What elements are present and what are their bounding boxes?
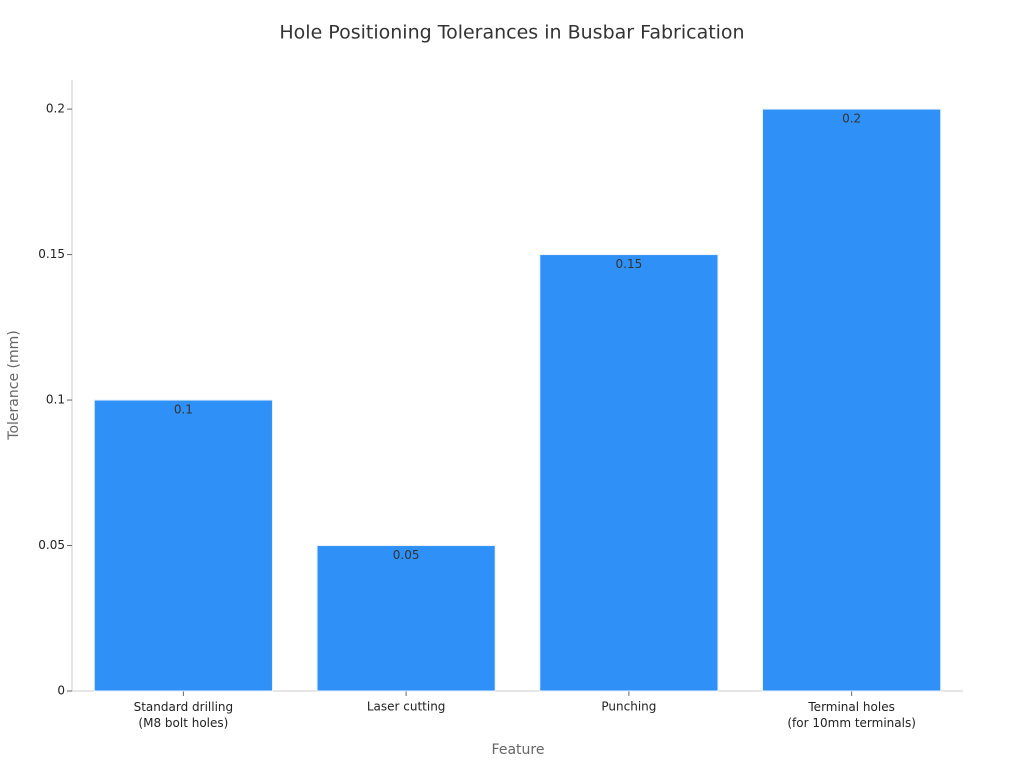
bar	[93, 399, 273, 692]
value-label: 0.1	[174, 403, 193, 417]
x-axis-title: Feature	[492, 742, 545, 758]
y-tick-label: 0.1	[46, 393, 65, 407]
bar	[539, 254, 719, 692]
bar	[762, 108, 942, 692]
y-tick-label: 0	[57, 684, 65, 698]
y-axis-title: Tolerance (mm)	[6, 330, 22, 440]
chart-title: Hole Positioning Tolerances in Busbar Fa…	[279, 22, 744, 44]
x-tick-label: Standard drilling (M8 bolt holes)	[134, 700, 234, 730]
value-label: 0.15	[616, 257, 643, 271]
x-tick-label: Laser cutting	[367, 700, 446, 714]
y-tick-label: 0.05	[38, 538, 65, 552]
value-label: 0.2	[842, 112, 861, 126]
value-label: 0.05	[393, 548, 420, 562]
x-tick-label: Terminal holes (for 10mm terminals)	[787, 700, 916, 730]
bar	[316, 545, 496, 692]
y-tick-label: 0.15	[38, 247, 65, 261]
y-tick-label: 0.2	[46, 102, 65, 116]
x-tick-label: Punching	[601, 700, 656, 714]
